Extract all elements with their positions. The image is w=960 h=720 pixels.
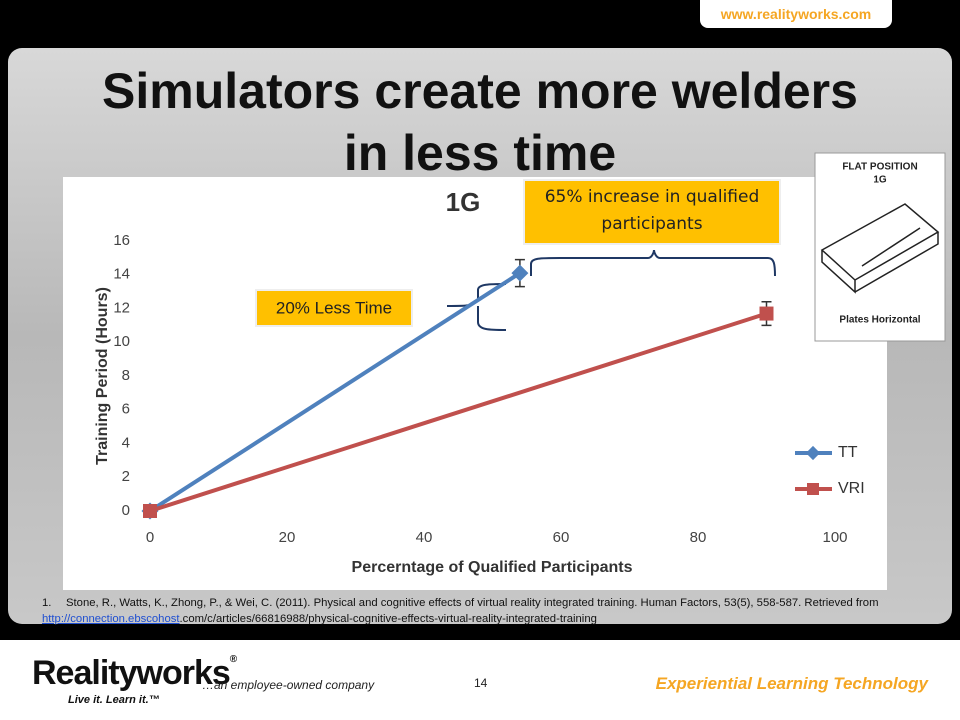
point xyxy=(759,306,774,321)
footnote-number: 1. xyxy=(42,597,52,609)
chart-title: 1G xyxy=(446,187,481,217)
x-axis-label: Percerntage of Qualified Participants xyxy=(352,559,633,576)
point xyxy=(143,504,157,518)
point xyxy=(511,264,529,282)
x-tick-label: 100 xyxy=(822,529,847,546)
y-tick-label: 2 xyxy=(122,468,130,485)
y-tick-label: 0 xyxy=(122,502,130,519)
footer-title: Experiential Learning Technology xyxy=(655,674,928,693)
legend-label: TT xyxy=(838,444,858,461)
brace xyxy=(446,283,507,331)
x-tick-label: 60 xyxy=(553,529,570,546)
annotation: 20% Less Time xyxy=(276,298,392,317)
footnote: 1. Stone, R., Watts, K., Zhong, P., & Wei… xyxy=(42,595,932,625)
slide-title: Simulators create more welders xyxy=(102,63,858,119)
chart-area xyxy=(63,177,887,590)
chart: 1G Percerntage of Qualified Participants… xyxy=(63,152,946,590)
legend-marker xyxy=(807,483,819,495)
footnote-text: .com/c/articles/66816988/physical-cognit… xyxy=(179,613,597,625)
slide-title: in less time xyxy=(343,125,617,181)
annotation-box xyxy=(255,289,413,327)
y-tick-label: 16 xyxy=(113,232,130,249)
tagline: Live it. Learn it.™ xyxy=(68,694,160,706)
logo: Realityworks® xyxy=(32,654,237,693)
x-tick-label: 20 xyxy=(279,529,296,546)
legend-marker xyxy=(805,445,821,461)
annotation-wrap: 65% increase in qualified participants xyxy=(544,187,760,234)
annotation-box xyxy=(523,179,781,245)
company-note: …an employee-owned company xyxy=(202,678,375,692)
url-tab[interactable]: www.realityworks.com xyxy=(700,0,892,28)
x-tick-label: 40 xyxy=(416,529,433,546)
series-line xyxy=(149,311,768,513)
logo-mark: ® xyxy=(229,654,237,665)
y-tick-label: 10 xyxy=(113,333,130,350)
y-tick-label: 8 xyxy=(122,367,130,384)
page-number: 14 xyxy=(474,676,488,690)
logo-text: Realityworks xyxy=(32,654,231,692)
footnote-text: Stone, R., Watts, K., Zhong, P., & Wei, … xyxy=(66,597,879,609)
brace xyxy=(530,249,776,277)
figure-label: FLAT POSITION xyxy=(842,162,917,173)
y-tick-label: 4 xyxy=(122,434,130,451)
footer: Realityworks® Live it. Learn it.™ …an em… xyxy=(0,640,960,720)
figure-label: 1G xyxy=(873,175,887,186)
footnote-link[interactable]: http://connection.ebscohost xyxy=(42,613,180,625)
annotation: 65% increase in qualified participants xyxy=(544,187,760,234)
y-tick-label: 14 xyxy=(113,266,130,283)
weld-figure: FLAT POSITION 1G Plates Horizontal xyxy=(814,152,946,342)
series-line xyxy=(148,271,521,513)
legend-label: VRI xyxy=(838,480,865,497)
x-tick-label: 0 xyxy=(146,529,154,546)
y-axis-label: Training Period (Hours) xyxy=(94,287,111,465)
y-tick-label: 12 xyxy=(113,299,130,316)
x-tick-label: 80 xyxy=(690,529,707,546)
figure-label: Plates Horizontal xyxy=(839,315,920,326)
y-tick-label: 6 xyxy=(122,401,130,418)
